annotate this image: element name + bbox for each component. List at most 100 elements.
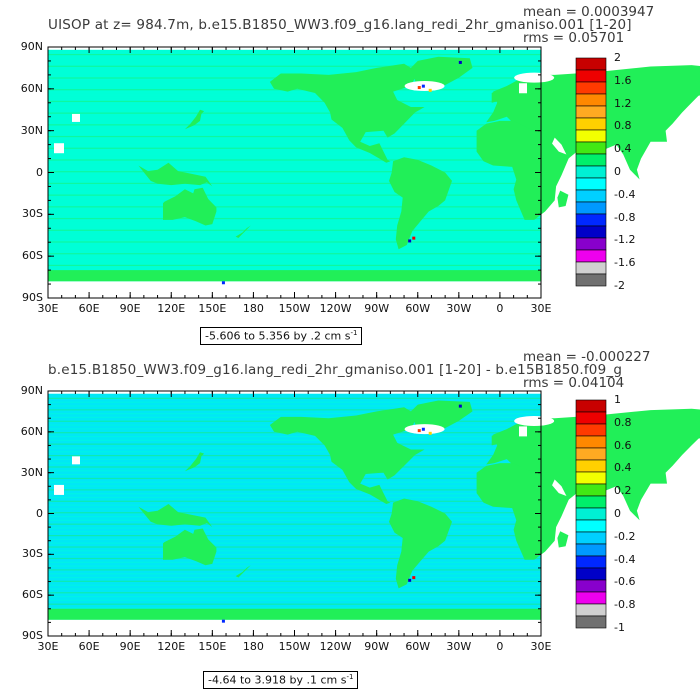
- panel1-colorbar-swatch: [575, 177, 607, 191]
- panel1-land-antarctica-strip: [48, 270, 541, 282]
- panel1-land-south-america: [389, 157, 452, 250]
- panel2-lon-label: 120W: [319, 640, 352, 653]
- panel2-ocean-stripe: [48, 470, 541, 472]
- panel1-rms: rms = 0.05701: [523, 30, 625, 46]
- panel1-contour-range: -5.606 to 5.356 by .2 cm s-1: [200, 327, 363, 345]
- panel2-ocean-stripe: [48, 611, 541, 613]
- panel2-anomaly-dot: [221, 619, 225, 623]
- panel2-ocean-stripe: [48, 424, 541, 426]
- panel2-lat-label: 30S: [22, 547, 43, 561]
- panel1-ocean-stripe: [48, 151, 541, 153]
- panel1-ocean-stripe: [48, 163, 541, 165]
- panel1-colorbar-swatch: [575, 249, 607, 263]
- panel1-colorbar-swatch: [575, 165, 607, 179]
- panel2-land-madagascar: [557, 531, 569, 548]
- panel2-ocean-stripe: [48, 592, 541, 594]
- panel1-lat-label: 30N: [20, 123, 43, 137]
- panel1-colorbar-swatch: [575, 189, 607, 203]
- panel2-land-africa: [476, 463, 570, 560]
- panel1-colorbar-swatch: [575, 129, 607, 143]
- panel1-ocean-stripe: [48, 260, 541, 263]
- panel2-colorbar-label: 0.2: [614, 484, 632, 498]
- panel2-ocean-stripe: [48, 538, 541, 541]
- panel2-colorbar-swatch: [575, 423, 607, 437]
- panel1-ocean-stripe: [48, 194, 541, 196]
- panel1-ocean-stripe: [48, 264, 541, 267]
- panel2-ocean-stripe: [48, 458, 541, 460]
- panel1-ocean-stripe: [48, 93, 541, 95]
- panel1-ocean-stripe: [48, 237, 541, 239]
- panel2-colorbar-label: 0.4: [614, 461, 632, 475]
- panel2-colorbar-label: -1: [614, 621, 625, 634]
- panel2-lon-label: 30E: [37, 640, 59, 653]
- panel1-lat-label: 60S: [22, 249, 43, 263]
- panel2-ocean-stripe: [48, 401, 541, 403]
- panel1-colorbar-label: 0.8: [614, 119, 632, 133]
- panel2-land-south-america: [389, 498, 452, 589]
- panel1-ocean-stripe: [48, 108, 541, 110]
- panel2-ocean-stripe: [48, 607, 541, 609]
- panel1-colorbar-label: -0.4: [614, 187, 636, 201]
- panel2-ocean-stripe: [48, 508, 541, 510]
- panel2-lon-label: 90E: [119, 640, 141, 653]
- panel2-colorbar-label: 0: [614, 507, 621, 520]
- panel2-lat-label: 60S: [22, 588, 43, 602]
- panel1-anomaly-dot: [221, 281, 225, 285]
- panel1-ocean-stripe: [48, 135, 541, 138]
- panel2-ocean: [48, 393, 541, 620]
- panel1-anomaly-dot: [417, 86, 421, 90]
- panel1-ocean-stripe: [48, 245, 541, 247]
- panel1-anomaly-dot: [408, 239, 412, 243]
- panel2-ocean-stripe: [48, 466, 541, 468]
- panel2-ocean-stripe: [48, 580, 541, 582]
- panel2-land-greenland: [410, 400, 473, 432]
- panel2-ocean-stripe: [48, 565, 541, 567]
- panel2-colorbar-swatch: [575, 495, 607, 509]
- panel1-lat-label: 60N: [20, 81, 43, 95]
- panel2-ocean-stripe: [48, 599, 541, 601]
- panel2-land-new-zealand: [235, 565, 251, 578]
- panel2-colorbar-swatch: [575, 507, 607, 521]
- panel1-colorbar-swatch: [575, 225, 607, 239]
- panel1-lon-label: 120W: [319, 302, 352, 315]
- panel1-ocean-stripe: [48, 147, 541, 149]
- panel2-ocean-stripe: [48, 397, 541, 400]
- panel2-colorbar-swatch: [575, 411, 607, 425]
- panel2-ocean-stripe: [48, 474, 541, 476]
- panel2-ocean-stripe: [48, 557, 541, 560]
- panel1-land-uk: [491, 91, 500, 103]
- panel2-land-north-america: [269, 407, 425, 504]
- panel2-land-antarctica-strip: [48, 608, 541, 620]
- panel1-lon-label: 90E: [119, 302, 141, 315]
- panel1-missing-patch: [514, 72, 555, 83]
- panel1-ocean-stripe: [48, 202, 541, 204]
- panel2-ocean-stripe: [48, 454, 541, 457]
- panel1-ocean-stripe: [48, 276, 541, 278]
- panel2-missing-patch: [72, 456, 80, 465]
- panel2-colorbar-swatch: [575, 567, 607, 581]
- panel1-ocean-stripe: [48, 57, 541, 60]
- panel1-ocean-stripe: [48, 249, 541, 251]
- panel2-colorbar-swatch: [575, 531, 607, 545]
- panel1-missing-patch: [519, 83, 527, 94]
- panel1-ocean-stripe: [48, 139, 541, 142]
- panel2-anomaly-dot: [417, 429, 421, 433]
- panel1-colorbar-swatch: [575, 57, 607, 71]
- panel1-ocean-stripe: [48, 120, 541, 122]
- panel2-colorbar-label: -0.8: [614, 598, 636, 612]
- panel1-land-eurasia: [486, 65, 700, 180]
- panel2-colorbar-swatch: [575, 399, 607, 413]
- panel2-ocean-stripe: [48, 523, 541, 525]
- panel1-anomaly-dot: [458, 60, 462, 64]
- panel1-ocean-stripe: [48, 257, 541, 259]
- panel2-ocean-stripe: [48, 493, 541, 495]
- panel2-colorbar-swatch: [575, 459, 607, 473]
- panel2-ocean-stripe: [48, 432, 541, 434]
- panel2-ocean-stripe: [48, 573, 541, 575]
- panel1-land-indonesia: [138, 162, 213, 187]
- panel1-mean: mean = 0.0003947: [523, 4, 655, 20]
- panel2-missing-patch: [519, 426, 527, 437]
- panel2-colorbar-swatch: [575, 483, 607, 497]
- panel2-colorbar-label: 1: [614, 393, 621, 406]
- panel2-ocean-stripe: [48, 413, 541, 415]
